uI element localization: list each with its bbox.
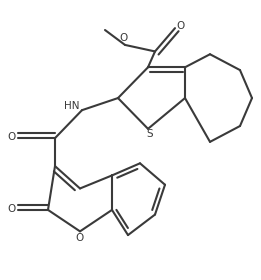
Text: O: O (176, 20, 184, 31)
Text: O: O (120, 33, 128, 43)
Text: HN: HN (64, 101, 79, 111)
Text: O: O (7, 132, 16, 142)
Text: O: O (7, 204, 16, 214)
Text: S: S (146, 129, 153, 139)
Text: O: O (76, 233, 84, 243)
